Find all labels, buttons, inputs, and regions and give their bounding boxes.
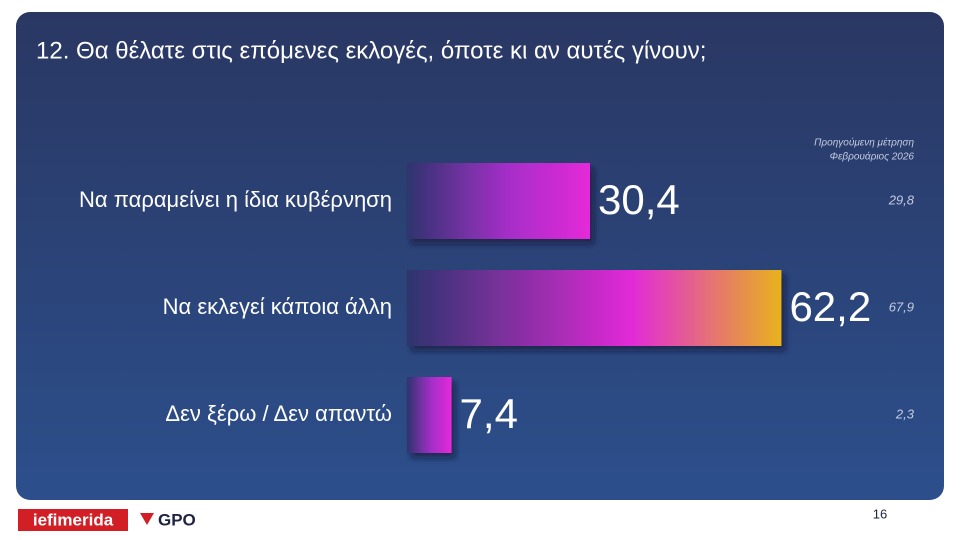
previous-value-label: 67,9	[889, 299, 914, 314]
chart-title: 12. Θα θέλατε στις επόμενες εκλογές, όπο…	[36, 37, 706, 64]
logo: iefimerida	[33, 510, 114, 529]
category-label: Δεν ξέρω / Δεν απαντώ	[165, 401, 392, 426]
previous-value-label: 29,8	[888, 192, 915, 207]
previous-value-label: 2,3	[895, 406, 915, 421]
previous-title: Φεβρουάριος 2026	[830, 151, 915, 163]
bar	[407, 270, 782, 346]
value-label: 62,2	[789, 283, 871, 330]
previous-title: Προηγούμενη μέτρηση	[814, 137, 914, 149]
bar	[407, 377, 452, 453]
logo: GPO	[158, 510, 196, 529]
panel	[16, 12, 944, 500]
category-label: Να εκλεγεί κάποια άλλη	[163, 294, 392, 319]
value-label: 7,4	[460, 390, 518, 437]
page-number: 16	[873, 506, 887, 521]
logo-icon	[140, 513, 154, 525]
value-label: 30,4	[598, 176, 680, 223]
category-label: Να παραμείνει η ίδια κυβέρνηση	[79, 187, 392, 212]
bar	[407, 163, 591, 239]
logo-box	[18, 509, 128, 531]
